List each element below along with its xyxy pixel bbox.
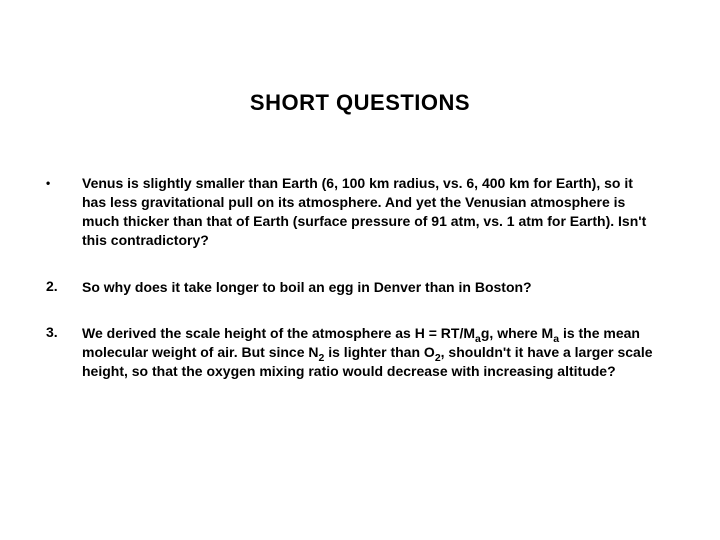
- slide-title: SHORT QUESTIONS: [40, 90, 680, 116]
- list-item: 3. We derived the scale height of the at…: [40, 324, 680, 381]
- list-item: • Venus is slightly smaller than Earth (…: [40, 174, 680, 250]
- list-item: 2. So why does it take longer to boil an…: [40, 278, 680, 297]
- item-marker: 3.: [40, 324, 82, 340]
- item-text: So why does it take longer to boil an eg…: [82, 278, 680, 297]
- item-text: Venus is slightly smaller than Earth (6,…: [82, 174, 680, 250]
- item-marker: •: [40, 174, 82, 192]
- slide-page: SHORT QUESTIONS • Venus is slightly smal…: [0, 0, 720, 540]
- item-marker: 2.: [40, 278, 82, 294]
- item-text: We derived the scale height of the atmos…: [82, 324, 680, 381]
